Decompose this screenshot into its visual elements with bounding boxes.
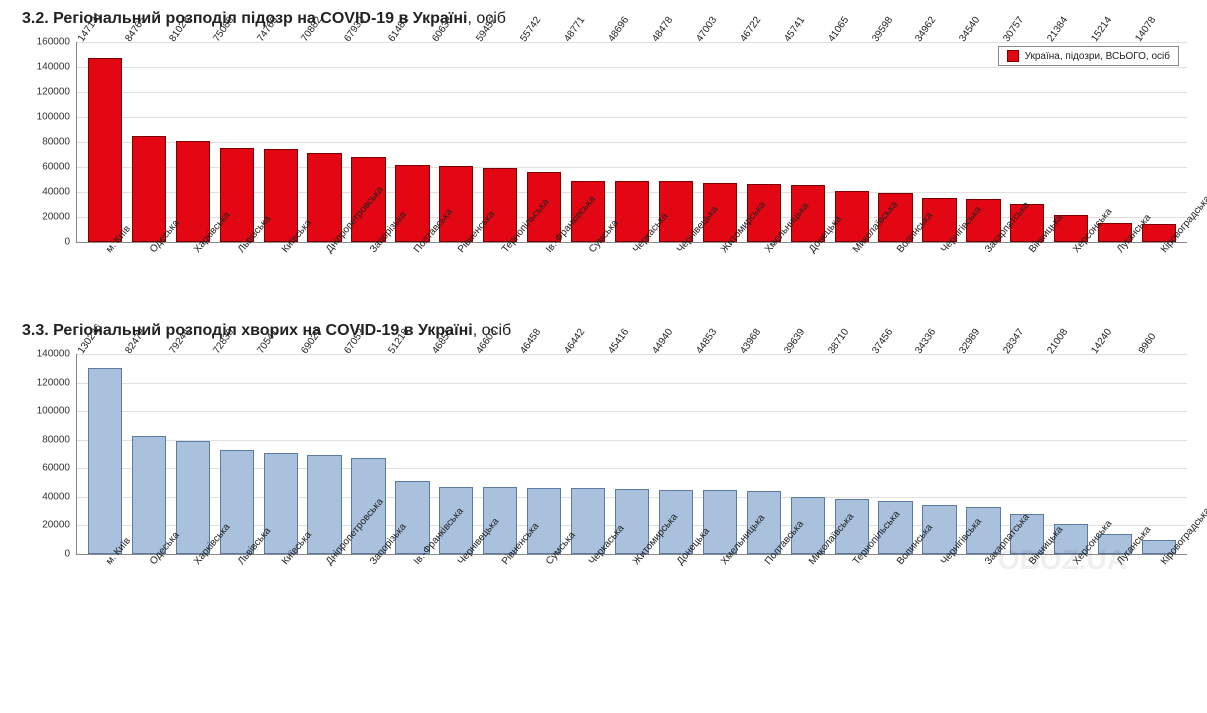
bar <box>264 149 298 242</box>
y-tick-label: 60000 <box>42 162 70 173</box>
y-tick-label: 20000 <box>42 212 70 223</box>
chart1-y-axis: 0200004000060000800001000001200001400001… <box>20 42 76 242</box>
y-tick-label: 100000 <box>37 112 70 123</box>
y-tick-label: 0 <box>64 237 70 248</box>
bar <box>307 153 341 242</box>
y-tick-label: 140000 <box>37 349 70 360</box>
y-tick-label: 40000 <box>42 491 70 502</box>
chart2-y-axis: 020000400006000080000100000120000140000 <box>20 354 76 554</box>
y-tick-label: 120000 <box>37 87 70 98</box>
bar-slot: 84765 <box>127 42 171 242</box>
bar-slot: 82478 <box>127 354 171 554</box>
bar <box>395 165 429 242</box>
bar-slot: 79244 <box>171 354 215 554</box>
bar-slot: 147131 <box>83 42 127 242</box>
bar <box>307 455 341 554</box>
bar-slot: 74765 <box>259 42 303 242</box>
y-tick-label: 100000 <box>37 406 70 417</box>
chart1-section-no: 3.2. <box>22 10 49 27</box>
bar <box>220 450 254 554</box>
bar <box>176 141 210 242</box>
bar-slot: 69029 <box>303 354 347 554</box>
bar <box>132 436 166 554</box>
bar <box>132 136 166 242</box>
bar-slot: 70541 <box>259 354 303 554</box>
y-tick-label: 40000 <box>42 187 70 198</box>
bar-slot: 48696 <box>610 42 654 242</box>
y-tick-label: 160000 <box>37 37 70 48</box>
chart1-area: 0 20000 40000 60000 80000 100000 120000 140000 1… <box>20 34 1187 304</box>
bar <box>439 166 473 242</box>
y-tick-label: 20000 <box>42 520 70 531</box>
bar <box>264 453 298 554</box>
chart2-section-no: 3.3. <box>22 322 49 339</box>
bar <box>88 368 122 554</box>
chart2-area: 020000400006000080000100000120000140000 … <box>20 346 1187 616</box>
chart-cases: 3.3. Регіональний розподіл хворих на COV… <box>20 322 1187 616</box>
bar-slot: 44853 <box>698 354 742 554</box>
page: { "chart1": { "type": "bar", "section_no… <box>0 0 1207 654</box>
bar-slot: 81028 <box>171 42 215 242</box>
bar-slot: 41065 <box>830 42 874 242</box>
bar-slot: 46442 <box>566 354 610 554</box>
bar-slot: 70882 <box>303 42 347 242</box>
y-tick-label: 0 <box>64 549 70 560</box>
y-tick-label: 80000 <box>42 434 70 445</box>
y-tick-label: 120000 <box>37 377 70 388</box>
bar <box>483 168 517 242</box>
bar <box>395 481 429 554</box>
bar <box>88 58 122 242</box>
y-tick-label: 60000 <box>42 463 70 474</box>
bar <box>220 148 254 242</box>
chart-suspicions: 3.2. Регіональний розподіл підозр на COV… <box>20 10 1187 304</box>
bar-slot: 130236 <box>83 354 127 554</box>
y-tick-label: 80000 <box>42 137 70 148</box>
y-tick-label: 140000 <box>37 62 70 73</box>
